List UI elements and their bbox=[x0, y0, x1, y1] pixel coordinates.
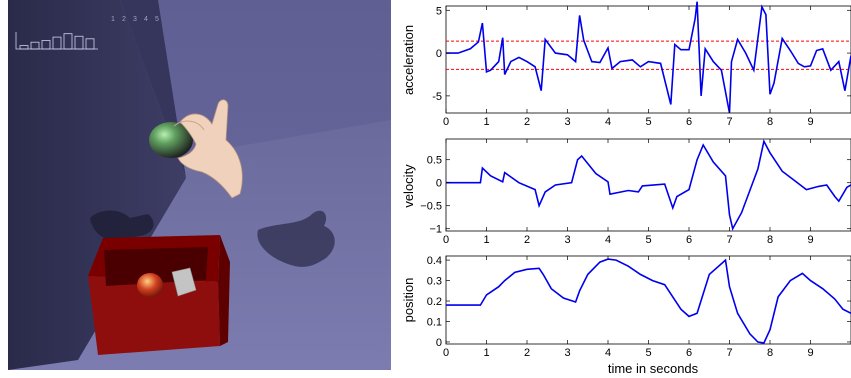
y-tick-label: 5 bbox=[436, 5, 442, 17]
hud-label-1: 1 bbox=[111, 16, 115, 23]
y-tick-label: 0.4 bbox=[427, 255, 442, 267]
box-shadow bbox=[90, 210, 154, 241]
histogram-bar bbox=[85, 38, 95, 50]
x-tick-label: 9 bbox=[807, 116, 813, 128]
x-tick-label: 6 bbox=[686, 347, 692, 359]
hud-label-2: 2 bbox=[122, 16, 126, 23]
histogram-bar bbox=[63, 33, 73, 50]
hud-label-4: 4 bbox=[144, 16, 148, 23]
x-tick-label: 6 bbox=[686, 234, 692, 246]
x-tick-label: 0 bbox=[443, 234, 449, 246]
x-tick-label: 4 bbox=[605, 347, 611, 359]
y-tick-label: −0.5 bbox=[420, 201, 442, 213]
histogram-bar bbox=[52, 36, 62, 50]
x-tick-label: 9 bbox=[807, 234, 813, 246]
x-tick-label: 0 bbox=[443, 347, 449, 359]
position-plot: 0 1 2 3 4 5 6 7 8 9 0 0.1 0.2 0.3 0.4 position time in… bbox=[401, 255, 851, 376]
x-tick-label: 7 bbox=[726, 234, 732, 246]
histogram-bar bbox=[19, 45, 29, 50]
hud-histogram bbox=[15, 32, 98, 50]
y-tick-label: 0 bbox=[436, 178, 442, 190]
y-tick-label: 0 bbox=[436, 48, 442, 60]
acceleration-y-label: acceleration bbox=[401, 25, 416, 95]
velocity-plot: 0 1 2 3 4 5 6 7 8 9 −1 −0.5 0 0.5 velocity bbox=[401, 138, 851, 246]
y-tick-label: 0.2 bbox=[427, 296, 442, 308]
position-frame bbox=[445, 255, 851, 345]
histogram-bar bbox=[41, 40, 51, 50]
x-tick-label: 7 bbox=[726, 116, 732, 128]
hud-label-5: 5 bbox=[155, 16, 159, 23]
x-tick-label: 5 bbox=[645, 234, 651, 246]
acceleration-plot: 0 1 2 3 4 5 6 7 8 9 -5 0 5 acceleration bbox=[401, 1, 851, 128]
x-tick-label: 6 bbox=[686, 116, 692, 128]
signal-charts: 0 1 2 3 4 5 6 7 8 9 -5 0 5 acceleration 0 1 2 3 4 5 6 7 8 9 −1… bbox=[401, 1, 851, 376]
y-tick-label: 0 bbox=[436, 337, 442, 349]
x-tick-label: 9 bbox=[807, 347, 813, 359]
red-box bbox=[88, 235, 230, 355]
x-tick-label: 4 bbox=[605, 116, 611, 128]
position-y-label: position bbox=[401, 278, 416, 323]
x-tick-label: 2 bbox=[524, 234, 530, 246]
left-wall bbox=[8, 0, 186, 370]
y-tick-label: 0.1 bbox=[427, 316, 442, 328]
scene-illustration: 1 2 3 4 5 bbox=[8, 0, 391, 370]
block bbox=[171, 267, 197, 297]
x-tick-label: 8 bbox=[767, 234, 773, 246]
x-tick-label: 3 bbox=[564, 116, 570, 128]
x-tick-label: 8 bbox=[767, 116, 773, 128]
position-x-label: time in seconds bbox=[608, 361, 699, 376]
x-tick-label: 0 bbox=[443, 116, 449, 128]
y-tick-label: 0.3 bbox=[427, 276, 442, 288]
x-tick-label: 5 bbox=[645, 347, 651, 359]
x-tick-label: 4 bbox=[605, 234, 611, 246]
histogram-bar bbox=[30, 41, 40, 50]
x-tick-label: 5 bbox=[645, 116, 651, 128]
x-tick-label: 1 bbox=[483, 347, 489, 359]
hud-labels: 1 2 3 4 5 bbox=[111, 16, 159, 23]
x-tick-label: 2 bbox=[524, 116, 530, 128]
hand-with-ball bbox=[149, 99, 243, 199]
velocity-series-line bbox=[446, 138, 851, 231]
position-series-line bbox=[446, 258, 851, 344]
velocity-y-label: velocity bbox=[401, 164, 416, 208]
y-tick-label: -5 bbox=[432, 91, 442, 103]
x-tick-label: 3 bbox=[564, 234, 570, 246]
hud-label-3: 3 bbox=[133, 16, 137, 23]
x-tick-label: 3 bbox=[564, 347, 570, 359]
acceleration-frame bbox=[445, 5, 851, 114]
apple bbox=[137, 273, 163, 297]
histogram-bar bbox=[74, 35, 84, 50]
acceleration-series-line bbox=[446, 1, 851, 114]
x-tick-label: 8 bbox=[767, 347, 773, 359]
y-tick-label: −1 bbox=[429, 224, 442, 236]
x-tick-label: 1 bbox=[483, 234, 489, 246]
x-tick-label: 1 bbox=[483, 116, 489, 128]
x-tick-label: 2 bbox=[524, 347, 530, 359]
x-tick-label: 7 bbox=[726, 347, 732, 359]
y-tick-label: 0.5 bbox=[427, 155, 442, 167]
hand-shadow bbox=[257, 210, 335, 267]
